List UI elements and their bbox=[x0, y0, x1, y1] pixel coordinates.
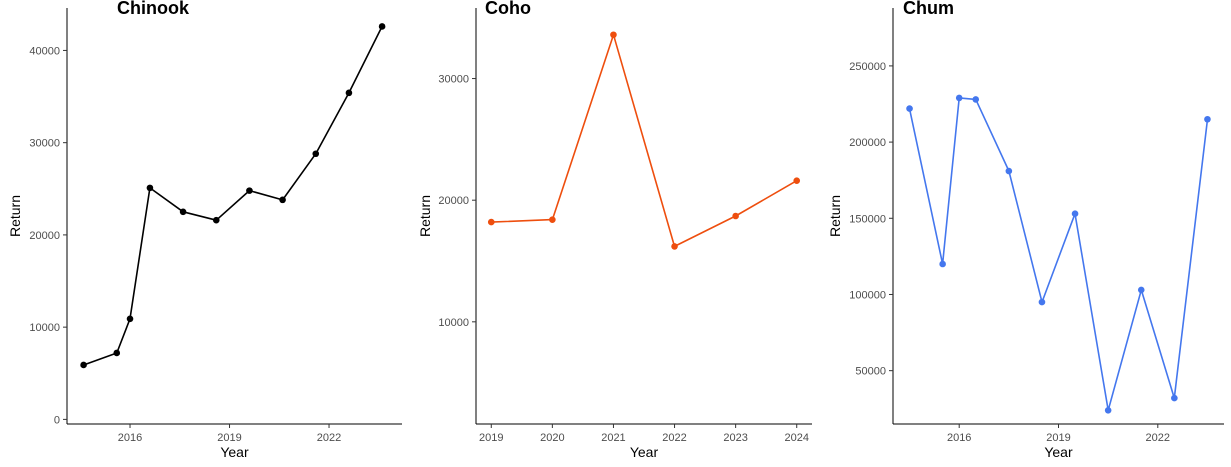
chinook-data-point bbox=[126, 315, 134, 323]
coho-y-axis-title: Return bbox=[417, 195, 433, 237]
chum-y-axis-title: Return bbox=[827, 195, 843, 237]
chum-data-point bbox=[1137, 286, 1145, 294]
coho-x-tick-label: 2021 bbox=[601, 432, 625, 444]
coho-data-point bbox=[487, 218, 495, 226]
chum-x-tick-label: 2016 bbox=[947, 432, 971, 444]
coho-data-point bbox=[610, 31, 617, 39]
chinook-data-point bbox=[146, 184, 154, 192]
coho-y-tick-label: 20000 bbox=[438, 195, 469, 207]
chum-data-point bbox=[1204, 115, 1211, 123]
chum-panel-title: Chum bbox=[903, 0, 954, 18]
coho-x-tick-label: 2023 bbox=[723, 432, 747, 444]
chinook-x-axis-title: Year bbox=[220, 444, 249, 460]
chinook-y-tick-label: 30000 bbox=[29, 138, 60, 150]
chinook-data-point bbox=[179, 208, 187, 216]
chinook-y-tick-label: 0 bbox=[54, 414, 60, 426]
coho-y-tick-label: 10000 bbox=[438, 317, 469, 329]
chinook-data-point bbox=[378, 23, 386, 30]
chum-y-tick-label: 100000 bbox=[849, 289, 886, 301]
coho-data-point bbox=[549, 216, 556, 223]
coho-y-tick-label: 30000 bbox=[438, 74, 469, 86]
coho-panel: 10000 20000 30000 2019 2020 2021 2022 2023 2024 C… bbox=[417, 0, 812, 460]
coho-series-line bbox=[491, 33, 798, 248]
chum-y-tick-label: 50000 bbox=[855, 366, 886, 378]
coho-data-point bbox=[732, 212, 739, 220]
chum-data-point bbox=[1171, 394, 1178, 402]
chum-y-tick-label: 150000 bbox=[849, 213, 886, 225]
chinook-y-tick-label: 40000 bbox=[29, 45, 60, 57]
chum-y-tick-label: 250000 bbox=[849, 61, 886, 73]
chum-data-point bbox=[955, 94, 963, 102]
chinook-series-line bbox=[83, 26, 383, 366]
chinook-x-tick-label: 2016 bbox=[118, 432, 142, 444]
chum-series-line bbox=[908, 97, 1209, 412]
chinook-panel: 0 10000 20000 30000 40000 2016 2019 2022 Chinook… bbox=[7, 0, 402, 460]
chinook-x-tick-label: 2019 bbox=[217, 432, 241, 444]
chinook-data-point bbox=[279, 196, 286, 204]
chinook-y-tick-label: 10000 bbox=[29, 322, 60, 334]
chum-data-point bbox=[1005, 167, 1013, 175]
chum-x-tick-label: 2022 bbox=[1146, 432, 1170, 444]
chinook-data-point bbox=[345, 89, 353, 97]
coho-x-axis-title: Year bbox=[630, 444, 659, 460]
coho-data-point bbox=[793, 177, 801, 185]
coho-panel-title: Coho bbox=[485, 0, 531, 18]
chinook-y-tick-label: 20000 bbox=[29, 230, 60, 242]
chum-panel: 50000 100000 150000 200000 250000 2016 2019 202… bbox=[827, 0, 1224, 460]
chinook-data-point bbox=[80, 361, 87, 369]
chum-data-point bbox=[906, 105, 913, 112]
coho-x-tick-label: 2022 bbox=[662, 432, 686, 444]
coho-x-tick-label: 2019 bbox=[479, 432, 503, 444]
chinook-data-point bbox=[212, 216, 220, 224]
chum-data-point bbox=[939, 260, 946, 268]
coho-data-point bbox=[671, 243, 678, 250]
chum-data-point bbox=[1071, 210, 1079, 218]
coho-x-tick-label: 2020 bbox=[540, 432, 564, 444]
chum-x-axis-title: Year bbox=[1044, 444, 1073, 460]
chum-data-point bbox=[1038, 298, 1046, 306]
coho-x-tick-label: 2024 bbox=[784, 432, 808, 444]
chinook-data-point bbox=[246, 187, 253, 194]
chinook-x-tick-label: 2022 bbox=[317, 432, 341, 444]
chinook-y-axis-title: Return bbox=[7, 195, 23, 237]
chinook-data-point bbox=[312, 150, 320, 158]
chinook-data-point bbox=[113, 349, 121, 357]
chum-x-tick-label: 2019 bbox=[1046, 432, 1070, 444]
chum-data-point bbox=[1104, 406, 1112, 414]
chum-y-tick-label: 200000 bbox=[849, 137, 886, 149]
chinook-panel-title: Chinook bbox=[117, 0, 190, 18]
chum-data-point bbox=[972, 96, 980, 103]
